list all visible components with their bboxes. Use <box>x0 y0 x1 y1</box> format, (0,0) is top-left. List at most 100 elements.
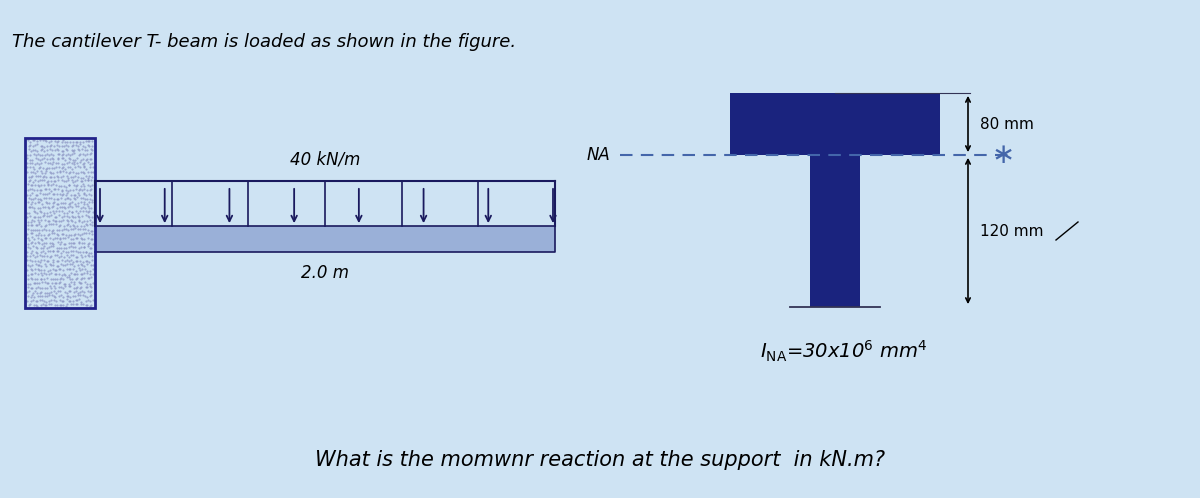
Point <box>31 249 50 256</box>
Point <box>64 265 83 273</box>
Point <box>65 196 84 204</box>
Point <box>64 300 83 308</box>
Point <box>53 216 72 224</box>
Point <box>53 191 72 199</box>
Point <box>71 204 90 212</box>
Point <box>83 208 102 216</box>
Point <box>44 185 64 193</box>
Point <box>34 247 53 254</box>
Point <box>29 213 48 221</box>
Point <box>31 288 50 296</box>
Point <box>80 160 100 168</box>
Point <box>62 275 82 283</box>
Point <box>65 292 84 300</box>
Point <box>78 149 97 157</box>
Point <box>74 239 94 247</box>
Point <box>61 225 80 233</box>
Point <box>42 261 61 269</box>
Point <box>26 167 46 175</box>
Point <box>44 270 64 278</box>
Point <box>72 218 91 226</box>
Point <box>40 208 59 216</box>
Point <box>44 190 64 198</box>
Point <box>47 247 66 255</box>
Point <box>79 137 98 145</box>
Point <box>61 256 80 264</box>
Point <box>32 271 52 279</box>
Point <box>79 207 98 215</box>
Point <box>36 234 55 242</box>
Point <box>29 198 48 206</box>
Point <box>42 164 61 172</box>
Point <box>31 231 50 239</box>
Point <box>43 154 62 162</box>
Point <box>58 292 77 300</box>
Point <box>71 177 90 185</box>
Point <box>41 169 60 177</box>
Point <box>28 257 47 265</box>
Point <box>59 279 78 287</box>
Point <box>76 195 95 203</box>
Point <box>47 207 66 215</box>
Point <box>41 239 60 247</box>
Point <box>78 260 97 268</box>
Point <box>24 213 43 221</box>
Point <box>82 283 101 291</box>
Point <box>26 243 46 251</box>
Point <box>77 191 96 199</box>
Point <box>49 217 68 225</box>
Point <box>35 240 54 248</box>
Point <box>83 159 102 167</box>
Point <box>54 162 73 170</box>
Point <box>35 209 54 217</box>
Point <box>70 213 89 221</box>
Point <box>52 260 71 268</box>
Point <box>43 261 62 269</box>
Point <box>58 260 77 268</box>
Point <box>18 261 37 269</box>
Point <box>48 251 67 259</box>
Point <box>55 160 74 168</box>
Point <box>53 231 72 239</box>
Point <box>72 279 91 287</box>
Point <box>58 174 77 182</box>
Point <box>32 200 52 208</box>
Point <box>47 226 66 234</box>
Point <box>43 203 62 211</box>
Point <box>62 292 82 300</box>
Point <box>24 150 43 158</box>
Point <box>26 284 46 292</box>
Point <box>35 136 54 144</box>
Point <box>74 189 94 197</box>
Point <box>60 168 79 176</box>
Point <box>61 186 80 194</box>
Point <box>66 253 85 261</box>
Point <box>58 251 77 259</box>
Point <box>54 209 73 217</box>
Point <box>60 181 79 189</box>
Point <box>83 240 102 248</box>
Point <box>49 159 68 167</box>
Point <box>20 251 40 259</box>
Point <box>30 218 49 226</box>
Point <box>38 279 58 287</box>
Point <box>62 208 82 216</box>
Point <box>20 151 40 159</box>
Point <box>70 146 89 154</box>
Text: 80 mm: 80 mm <box>980 117 1034 131</box>
Point <box>66 185 85 193</box>
Point <box>60 195 79 203</box>
Point <box>59 217 78 225</box>
Point <box>46 270 65 278</box>
Point <box>52 199 71 207</box>
Point <box>32 236 52 244</box>
Point <box>50 203 70 211</box>
Point <box>46 301 65 309</box>
Point <box>48 287 67 295</box>
Point <box>58 209 77 217</box>
Point <box>73 264 92 272</box>
Point <box>82 249 101 257</box>
Text: 2.0 m: 2.0 m <box>301 264 349 282</box>
Point <box>53 150 72 158</box>
Point <box>37 142 56 150</box>
